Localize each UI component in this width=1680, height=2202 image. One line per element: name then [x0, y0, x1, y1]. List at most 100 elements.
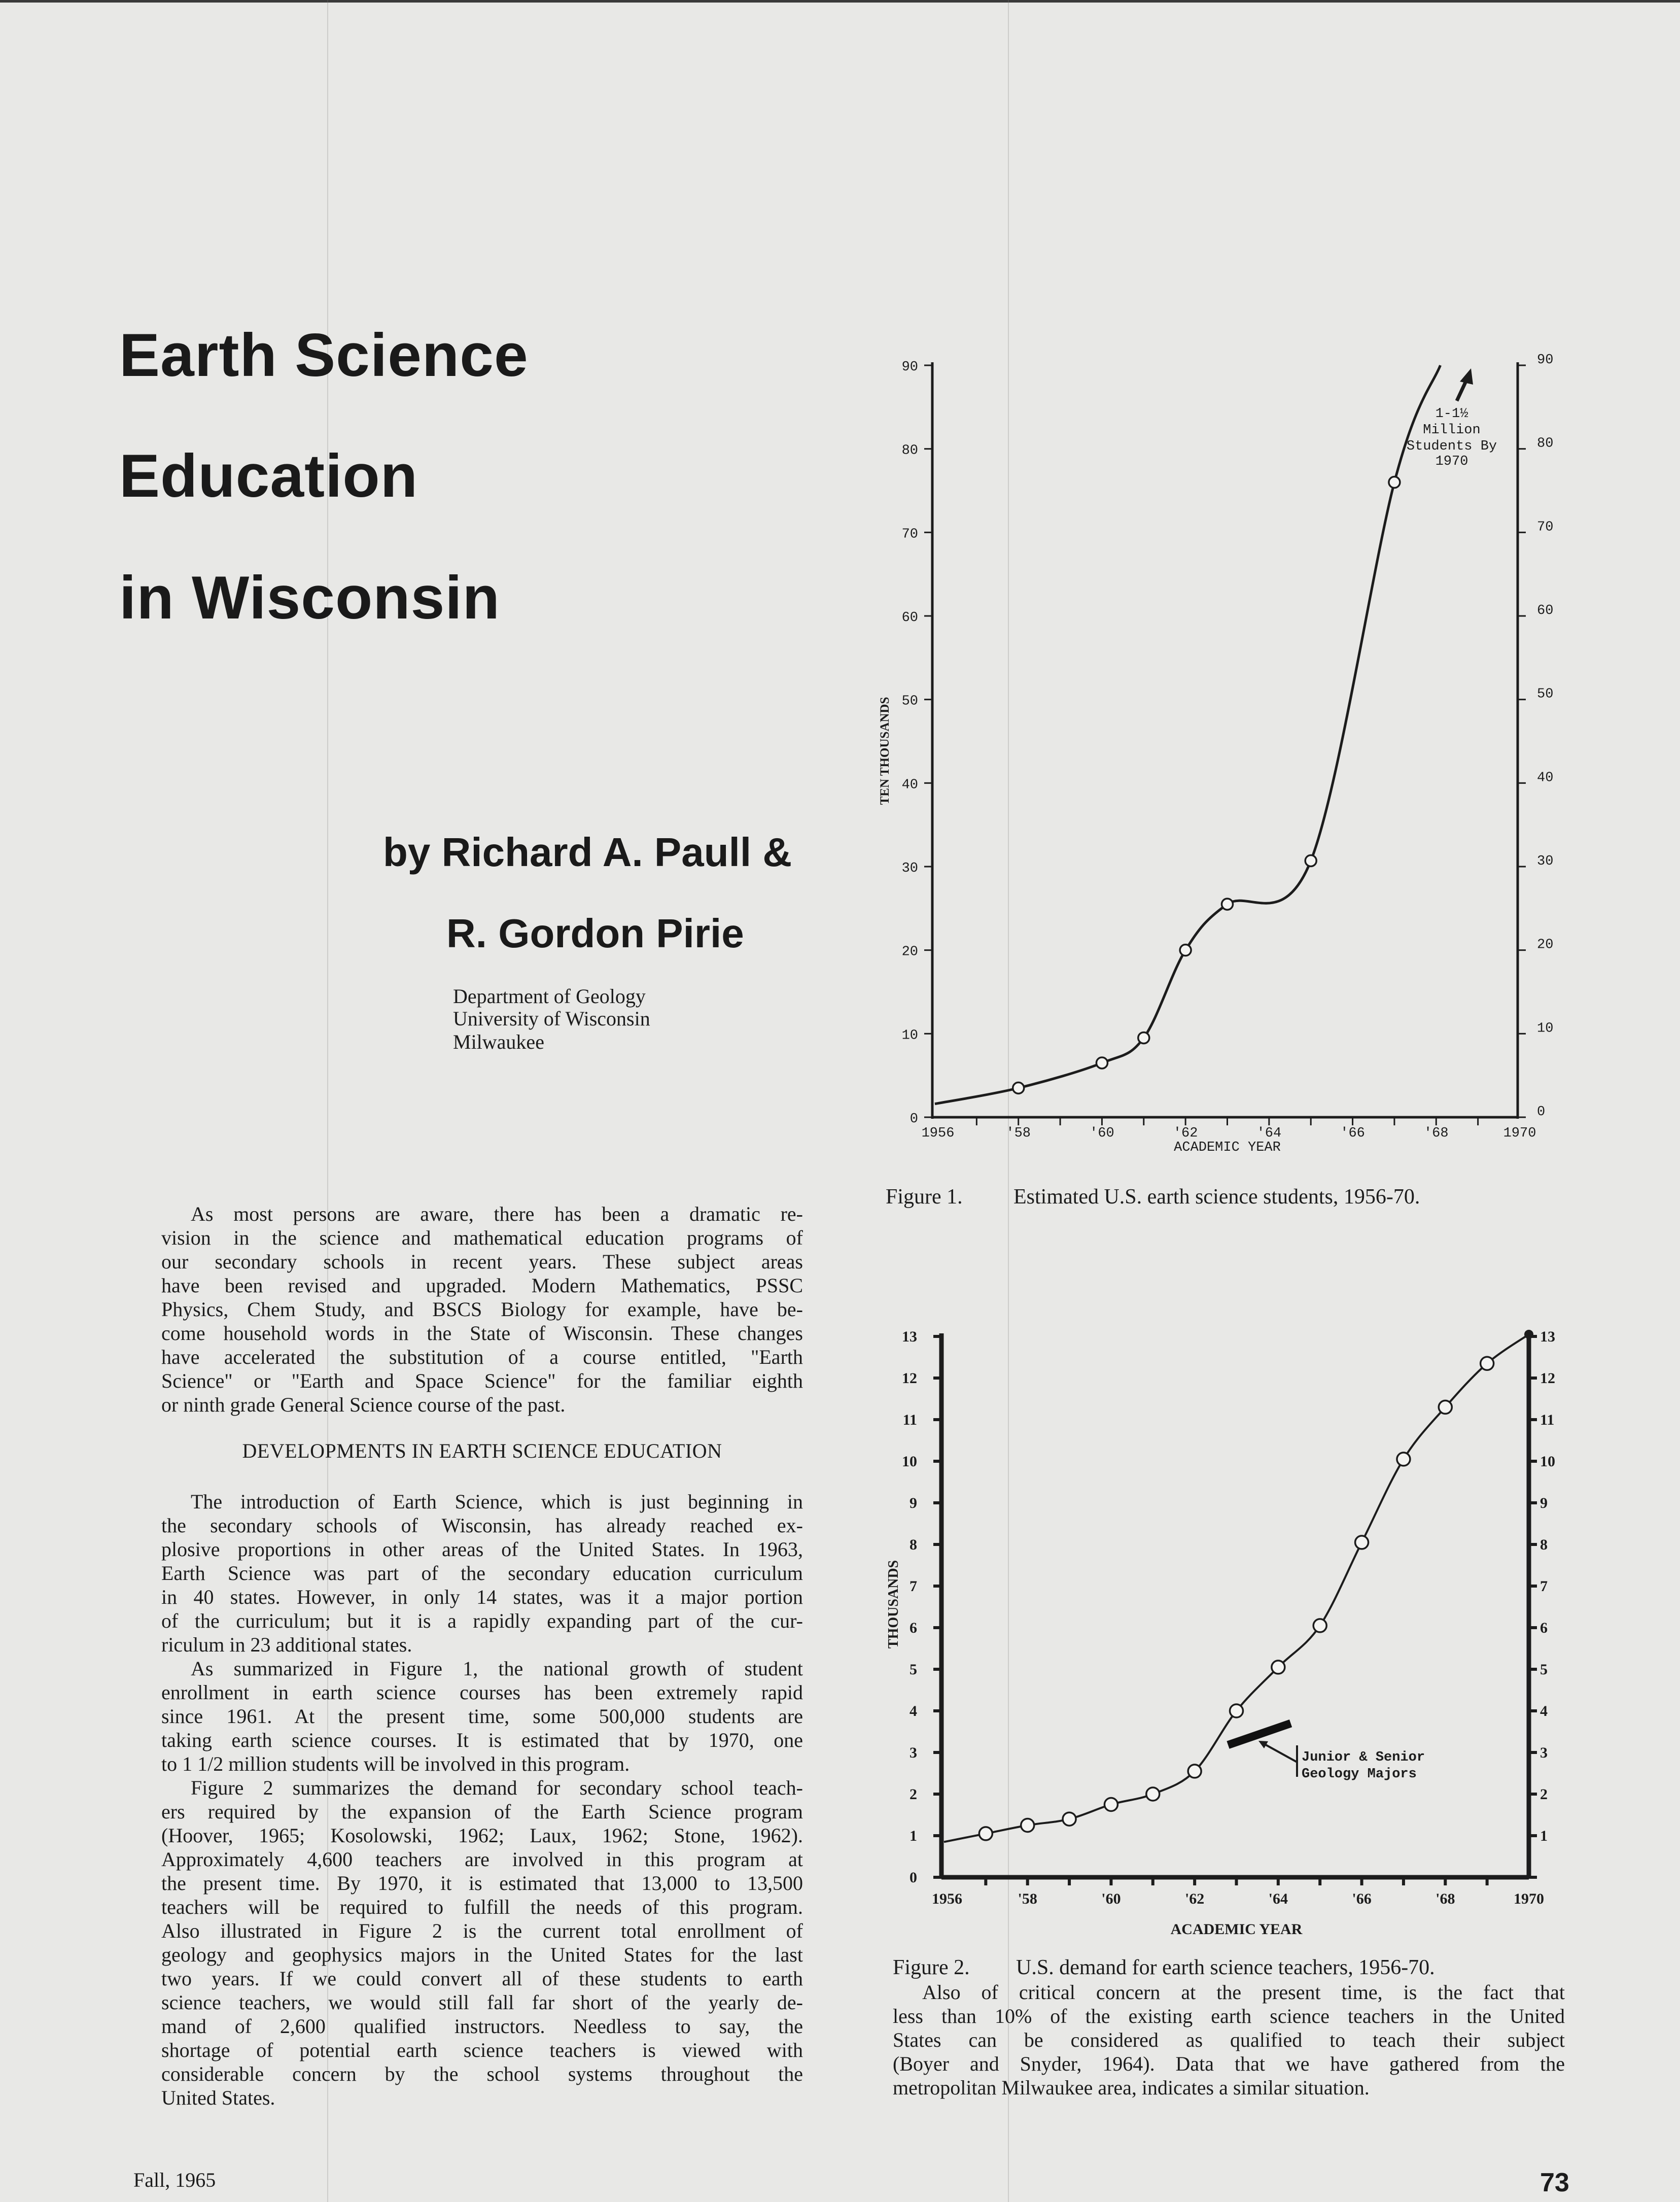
- text-line: riculum in 23 additional states.: [161, 1633, 412, 1656]
- series-line: [934, 365, 1442, 1106]
- x-tick-label: 1970: [1503, 1126, 1536, 1141]
- y-tick-label-right: 12: [1540, 1370, 1555, 1387]
- y-tick-label-right: 2: [1540, 1786, 1548, 1803]
- intro-paragraph: As most persons are aware, there has bee…: [161, 1202, 803, 1417]
- scan-fold-line: [1008, 0, 1009, 2202]
- x-axis-title: ACADEMIC YEAR: [1174, 1140, 1281, 1155]
- y-tick-label-left: 40: [902, 777, 918, 793]
- text-line: metropolitan Milwaukee area, indicates a…: [893, 2076, 1370, 2099]
- text-line: ers required by the expansion of the Ear…: [161, 1800, 803, 1823]
- text-line: Earth Science was part of the secondary …: [161, 1562, 803, 1585]
- text-line: come household words in the State of Wis…: [161, 1322, 803, 1345]
- leader-arrow-icon: [1263, 1742, 1298, 1763]
- y-tick-label-right: 13: [1540, 1328, 1555, 1345]
- data-point: [1095, 1056, 1109, 1070]
- y-tick-label-left: 10: [902, 1028, 918, 1043]
- data-point: [978, 1826, 994, 1841]
- x-tick-label: 1970: [1514, 1890, 1544, 1907]
- section-heading: DEVELOPMENTS IN EARTH SCIENCE EDUCATION: [242, 1439, 722, 1462]
- text-line: the secondary schools of Wisconsin, has …: [161, 1514, 803, 1537]
- text-line: Also illustrated in Figure 2 is the curr…: [161, 1919, 803, 1942]
- arrowhead-icon: [1460, 368, 1473, 385]
- text-line: the present time. By 1970, it is estimat…: [161, 1872, 803, 1895]
- series-line: [943, 1333, 1530, 1843]
- text-line: The introduction of Earth Science, which…: [191, 1490, 803, 1513]
- y-tick-label-left: 13: [902, 1328, 917, 1345]
- text-line: (Boyer and Snyder, 1964). Data that we h…: [893, 2052, 1565, 2075]
- annotation-text: 1-1½: [1436, 406, 1468, 422]
- x-axis-title: ACADEMIC YEAR: [1171, 1921, 1303, 1938]
- y-tick-label-right: 70: [1537, 520, 1553, 535]
- data-point: [1396, 1452, 1411, 1467]
- y-tick-label-left: 9: [909, 1495, 917, 1511]
- text-line: As summarized in Figure 1, the national …: [191, 1657, 803, 1680]
- data-point: [1062, 1811, 1077, 1827]
- y-tick-label-right: 20: [1537, 938, 1553, 953]
- y-tick-label-left: 2: [909, 1786, 917, 1803]
- text-line: less than 10% of the existing earth scie…: [893, 2005, 1565, 2027]
- x-tick-label: '60: [1090, 1126, 1114, 1141]
- text-line: Also of critical concern at the present …: [922, 1981, 1565, 2004]
- y-tick-label-left: 6: [909, 1620, 917, 1636]
- text-line: As most persons are aware, there has bee…: [191, 1202, 803, 1225]
- y-tick-label-right: 11: [1540, 1412, 1554, 1428]
- text-line: teachers will be required to fulfill the…: [161, 1896, 803, 1918]
- y-tick-label-left: 20: [902, 945, 918, 960]
- data-point: [1137, 1031, 1150, 1045]
- annotation-text: 1970: [1436, 454, 1468, 469]
- y-tick-label-right: 7: [1540, 1578, 1548, 1595]
- scan-top-border: [0, 0, 1680, 3]
- y-tick-label-right: 90: [1537, 353, 1553, 368]
- x-tick-label: '62: [1185, 1890, 1204, 1907]
- x-tick-label: '68: [1424, 1126, 1449, 1141]
- text-line: shortage of potential earth science teac…: [161, 2039, 803, 2061]
- data-point: [1187, 1764, 1202, 1779]
- y-tick-label-left: 50: [902, 694, 918, 709]
- x-tick-label: '68: [1436, 1890, 1455, 1907]
- y-tick-label-right: 30: [1537, 854, 1553, 869]
- y-tick-label-left: 90: [902, 360, 918, 375]
- data-point: [1103, 1797, 1119, 1812]
- text-line: Figure 2 summarizes the demand for secon…: [191, 1776, 803, 1799]
- y-axis-title: TEN THOUSANDS: [878, 697, 892, 805]
- x-tick-label: '58: [1006, 1126, 1031, 1141]
- geology-majors-bar: [1227, 1719, 1292, 1749]
- text-line: (Hoover, 1965; Kosolowski, 1962; Laux, 1…: [161, 1824, 803, 1847]
- y-tick-label-right: 3: [1540, 1744, 1548, 1761]
- text-line: plosive proportions in other areas of th…: [161, 1538, 803, 1561]
- y-tick-label-left: 11: [903, 1412, 917, 1428]
- y-tick-label-right: 6: [1540, 1620, 1548, 1636]
- y-tick-label-left: 0: [909, 1869, 917, 1886]
- y-tick-label-left: 1: [909, 1828, 917, 1844]
- affiliation-line: University of Wisconsin: [453, 1007, 650, 1030]
- annotation-text: Million: [1423, 423, 1480, 438]
- y-tick-label-left: 3: [909, 1744, 917, 1761]
- affiliation-line: Department of Geology: [453, 985, 646, 1008]
- text-line: of the curriculum; but it is a rapidly e…: [161, 1609, 803, 1632]
- text-line: to 1 1/2 million students will be involv…: [161, 1752, 630, 1775]
- figure-2-label: Figure 2.: [893, 1956, 970, 1979]
- text-line: science teachers, we would still fall fa…: [161, 1991, 803, 2014]
- data-point-end: [1524, 1329, 1533, 1339]
- text-line: United States.: [161, 2086, 275, 2109]
- y-tick-label-right: 4: [1540, 1703, 1548, 1719]
- text-line: mand of 2,600 qualified instructors. Nee…: [161, 2015, 803, 2038]
- y-tick-label-right: 8: [1540, 1536, 1548, 1553]
- text-line: geology and geophysics majors in the Uni…: [161, 1943, 803, 1966]
- figure-1-label: Figure 1.: [886, 1185, 963, 1209]
- y-tick-label-left: 5: [909, 1661, 917, 1678]
- data-point: [1011, 1081, 1025, 1095]
- text-line: have accelerated the substitution of a c…: [161, 1346, 803, 1368]
- y-tick-label-right: 60: [1537, 603, 1553, 618]
- text-line: two years. If we could convert all of th…: [161, 1967, 803, 1990]
- article-title-line-3: in Wisconsin: [119, 564, 500, 632]
- author-byline-1: by Richard A. Paull &: [383, 830, 792, 875]
- geology-majors-label: Junior & Senior: [1302, 1750, 1425, 1765]
- x-tick-label: 1956: [922, 1126, 955, 1141]
- author-byline-2: R. Gordon Pirie: [446, 911, 744, 956]
- y-tick-label-left: 70: [902, 527, 918, 542]
- y-tick-label-right: 1: [1540, 1828, 1548, 1844]
- x-tick-label: '64: [1257, 1126, 1282, 1141]
- text-line: Physics, Chem Study, and BSCS Biology fo…: [161, 1298, 803, 1321]
- text-line: Science" or "Earth and Space Science" fo…: [161, 1369, 803, 1392]
